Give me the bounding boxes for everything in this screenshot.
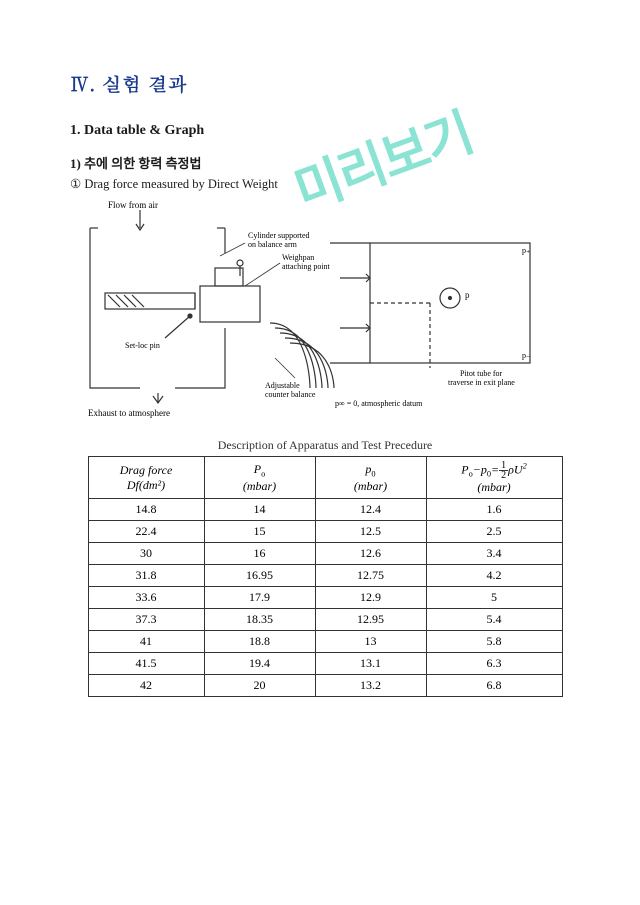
label-p: p bbox=[465, 290, 470, 300]
label-flow: Flow from air bbox=[108, 200, 158, 210]
apparatus-diagram: Flow from air Cylinder supported on bala… bbox=[70, 198, 550, 428]
table-row: 31.816.9512.754.2 bbox=[88, 565, 562, 587]
subsub-1-1: 1) 추에 의한 항력 측정법 bbox=[70, 153, 580, 172]
table-row: 41.519.413.16.3 bbox=[88, 653, 562, 675]
th-1: Drag force Df(dm²) bbox=[88, 457, 204, 499]
section-title: Ⅳ. 실험 결과 bbox=[70, 70, 580, 97]
diagram-svg: Flow from air Cylinder supported on bala… bbox=[70, 198, 550, 428]
line-item-1: ① Drag force measured by Direct Weight bbox=[70, 176, 580, 192]
label-cyl-1: Cylinder supported bbox=[248, 231, 310, 240]
th-3: p0 (mbar) bbox=[315, 457, 426, 499]
table-row: 301612.63.4 bbox=[88, 543, 562, 565]
label-cyl-2: on balance arm bbox=[248, 240, 298, 249]
table-caption: Description of Apparatus and Test Preced… bbox=[70, 438, 580, 453]
th-4: Po−p0=12ρU2 (mbar) bbox=[426, 457, 562, 499]
table-body: 14.81412.41.6 22.41512.52.5 301612.63.4 … bbox=[88, 499, 562, 697]
table-row: 22.41512.52.5 bbox=[88, 521, 562, 543]
label-exhaust: Exhaust to atmosphere bbox=[88, 408, 170, 418]
data-table: Drag force Df(dm²) Po (mbar) p0 (mbar) P… bbox=[88, 456, 563, 697]
table-row: 4118.8135.8 bbox=[88, 631, 562, 653]
subsection-1: 1. Data table & Graph bbox=[70, 123, 580, 139]
label-atm: p∞ = 0, atmospheric datum bbox=[335, 399, 423, 408]
table-row: 37.318.3512.955.4 bbox=[88, 609, 562, 631]
label-weigh-2: attaching point bbox=[282, 262, 331, 271]
label-ps2: p₋ bbox=[522, 351, 530, 360]
label-pitot-2: traverse in exit plane bbox=[448, 378, 515, 387]
label-weigh-1: Weighpan bbox=[282, 253, 314, 262]
table-row: 14.81412.41.6 bbox=[88, 499, 562, 521]
label-adj-2: counter balance bbox=[265, 390, 316, 399]
th-2: Po (mbar) bbox=[204, 457, 315, 499]
label-adj-1: Adjustable bbox=[265, 381, 300, 390]
page: 미리보기 Ⅳ. 실험 결과 1. Data table & Graph 1) 추… bbox=[0, 0, 640, 905]
label-pin: Set-loc pin bbox=[125, 341, 160, 350]
table-row: 422013.26.8 bbox=[88, 675, 562, 697]
label-ps1: p₊ bbox=[522, 246, 530, 255]
table-row: 33.617.912.95 bbox=[88, 587, 562, 609]
label-pitot-1: Pitot tube for bbox=[460, 369, 503, 378]
